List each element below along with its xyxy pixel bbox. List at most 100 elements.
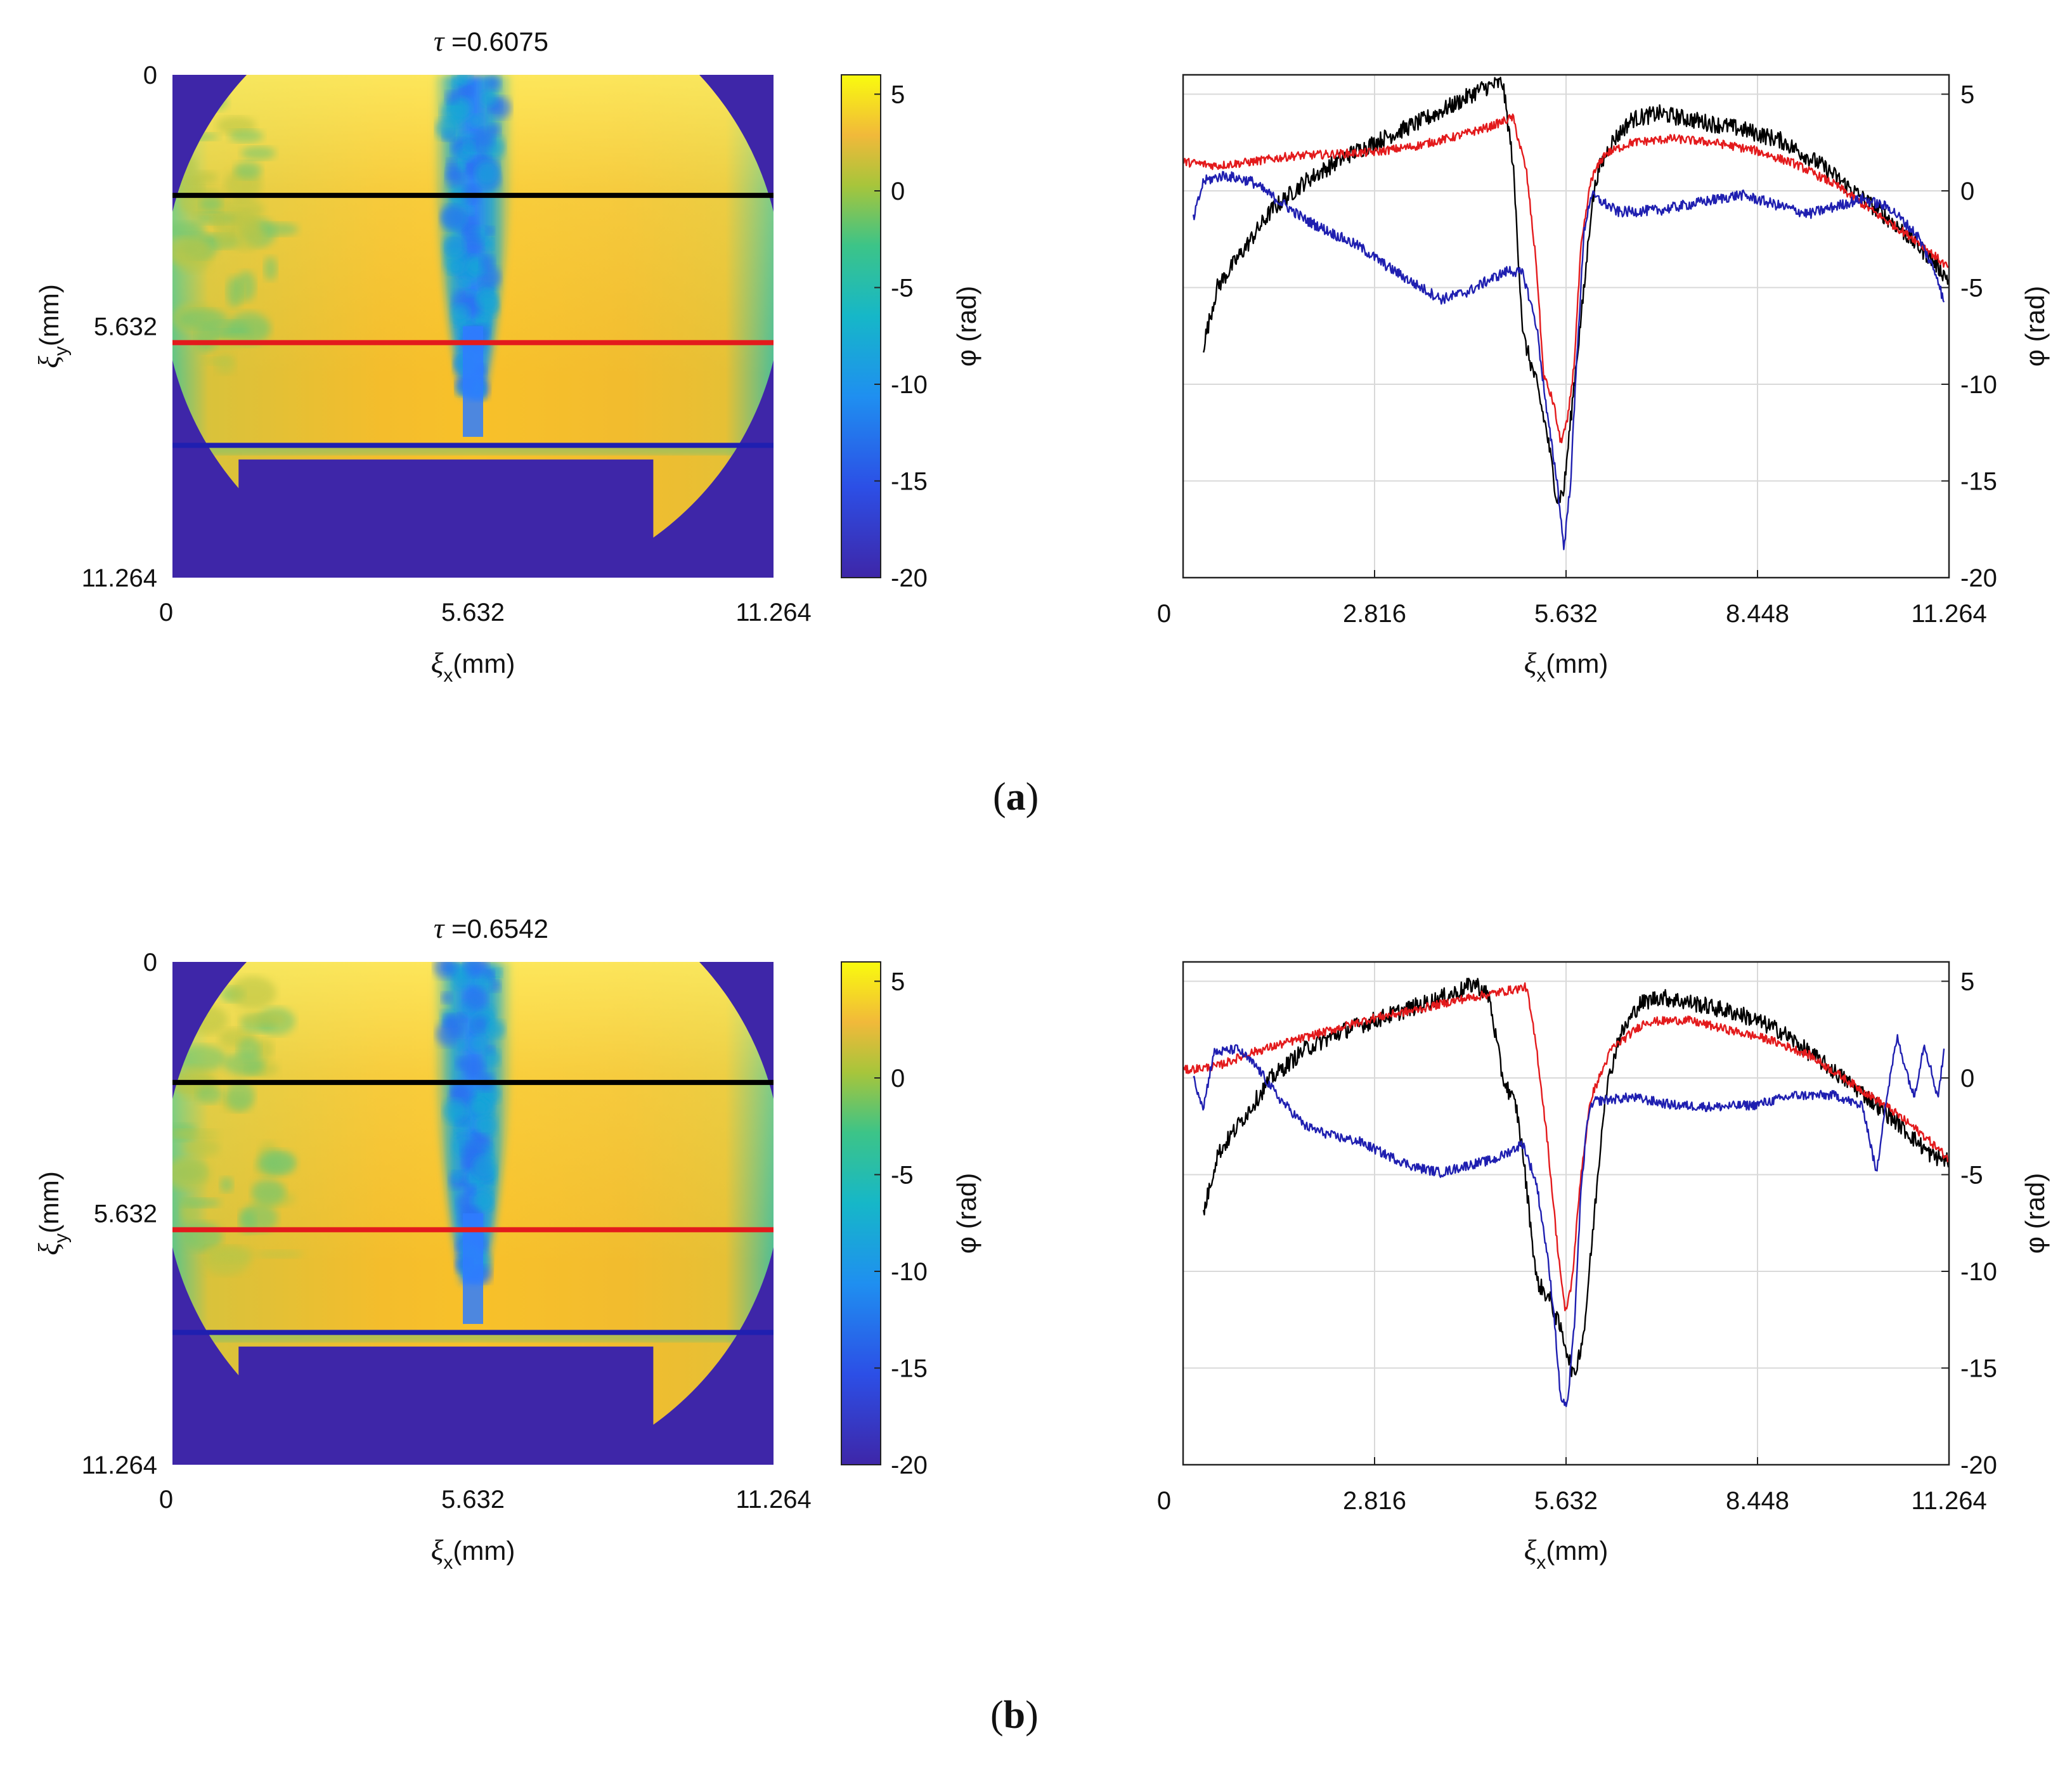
jet-eddy xyxy=(469,114,482,127)
jet-eddy xyxy=(446,158,457,169)
x-unit: (mm) xyxy=(453,649,515,678)
x-tick-label: 5.632 xyxy=(1534,600,1598,628)
colorbar-a: 5 0 -5 -10 -15 -20 φ (rad) xyxy=(841,74,981,592)
x-unit: (mm) xyxy=(453,1536,515,1566)
x-tick-label: 0 xyxy=(159,599,173,626)
jet-eddy xyxy=(441,992,453,1004)
jet-eddy xyxy=(466,289,474,297)
panel-label-b: (b) xyxy=(990,1694,1039,1737)
tau-symbol: τ xyxy=(434,25,445,57)
edge-patch xyxy=(233,209,259,235)
y-subscript: y xyxy=(51,346,72,356)
jet-eddy xyxy=(451,304,470,323)
edge-patch xyxy=(241,146,276,160)
jet-eddy xyxy=(448,260,463,275)
x-subscript: x xyxy=(443,1552,453,1573)
map-title: τ =0.6075 xyxy=(434,25,548,57)
jet-eddy xyxy=(471,971,491,992)
y-tick-label: -5 xyxy=(1960,275,1983,302)
x-tick-label: 11.264 xyxy=(735,1486,811,1514)
colorbar-tick-label: -15 xyxy=(891,1355,928,1383)
x-subscript: x xyxy=(1536,665,1546,686)
edge-patch xyxy=(184,1222,223,1252)
colorbar-tick-label: -20 xyxy=(891,1451,928,1479)
edge-patch xyxy=(239,1012,288,1026)
jet-eddy xyxy=(477,311,491,326)
colorbar-tick-label: 0 xyxy=(891,178,905,205)
y-tick-label: -15 xyxy=(1960,1355,1997,1383)
xi-symbol: ξ xyxy=(431,1534,444,1566)
y-tick-label: 11.264 xyxy=(82,1451,157,1479)
jet-eddy xyxy=(443,1099,467,1124)
x-tick-label: 11.264 xyxy=(1911,1487,1986,1515)
x-subscript: x xyxy=(443,665,453,686)
x-axis-label: ξx(mm) xyxy=(1524,647,1609,686)
jet-eddy xyxy=(444,1015,457,1027)
x-tick-label: 0 xyxy=(159,1486,173,1514)
jet-eddy xyxy=(452,1171,463,1182)
edge-patch xyxy=(229,129,264,143)
x-tick-label: 8.448 xyxy=(1726,600,1789,628)
map-title: τ =0.6542 xyxy=(434,912,548,944)
edge-patch xyxy=(179,1198,221,1208)
x-tick-label: 8.448 xyxy=(1726,1487,1789,1515)
tau-value: =0.6542 xyxy=(444,914,548,944)
jet-eddy xyxy=(468,1034,487,1053)
tau-symbol: τ xyxy=(434,912,445,944)
y-tick-label: 11.264 xyxy=(82,564,157,592)
field-region xyxy=(172,962,774,1465)
edge-patch xyxy=(172,1158,211,1190)
x-tick-label: 11.264 xyxy=(735,599,811,626)
y-axis-label: ξy(mm) xyxy=(32,284,72,368)
y-tick-label: 5.632 xyxy=(94,1200,157,1228)
colorbar-tick-label: 0 xyxy=(891,1065,905,1093)
jet-eddy xyxy=(470,1190,493,1212)
x-subscript: x xyxy=(1536,1552,1546,1573)
edge-patch xyxy=(223,1052,264,1075)
y-axis-label: φ (rad) xyxy=(2020,1173,2050,1254)
edge-patch xyxy=(200,196,223,212)
jet-eddy xyxy=(476,1115,497,1136)
xi-symbol: ξ xyxy=(1524,647,1537,679)
edge-patch xyxy=(219,1177,233,1193)
y-tick-label: -20 xyxy=(1960,564,1997,592)
x-tick-label: 5.632 xyxy=(441,599,505,626)
edge-patch xyxy=(172,237,210,263)
edge-patch xyxy=(264,256,278,281)
y-tick-label: -10 xyxy=(1960,1258,1997,1286)
series-line-red xyxy=(1183,114,1949,444)
y-tick-label: 5 xyxy=(1960,968,1974,996)
edge-patch xyxy=(229,976,276,1009)
colorbar-tick-label: -20 xyxy=(891,564,928,592)
jet-eddy xyxy=(479,266,501,289)
jet-eddy xyxy=(476,289,498,311)
jet-eddy xyxy=(463,987,488,1011)
y-subscript: y xyxy=(51,1233,72,1243)
edge-patch xyxy=(251,1178,285,1206)
nozzle-block xyxy=(238,459,654,578)
jet-eddy xyxy=(465,206,475,216)
jet-eddy xyxy=(479,255,495,271)
y-unit: (mm) xyxy=(34,284,64,346)
edge-patch xyxy=(234,161,262,179)
jet-eddy xyxy=(482,238,494,250)
x-axis-label: ξx(mm) xyxy=(1524,1534,1609,1573)
colorbar-b: 5 0 -5 -10 -15 -20 φ (rad) xyxy=(841,961,981,1479)
colorbar-tick-label: -5 xyxy=(891,1162,914,1190)
x-axis-label: ξx(mm) xyxy=(431,1534,515,1573)
edge-patch xyxy=(226,276,243,308)
jet-eddy xyxy=(434,962,458,979)
colorbar-gradient xyxy=(841,961,881,1465)
colorbar-label: φ (rad) xyxy=(952,286,981,367)
jet-eddy xyxy=(475,161,500,186)
jet-eddy xyxy=(487,1020,505,1039)
jet-eddy xyxy=(440,205,465,230)
colorbar-tick-label: -10 xyxy=(891,1258,928,1286)
jet-eddy xyxy=(463,224,479,240)
jet-eddy xyxy=(463,141,476,152)
tau-value: =0.6075 xyxy=(444,27,548,56)
y-axis-label: ξy(mm) xyxy=(32,1171,72,1255)
jet-eddy xyxy=(466,164,477,174)
x-tick-label: 0 xyxy=(1157,1487,1171,1515)
